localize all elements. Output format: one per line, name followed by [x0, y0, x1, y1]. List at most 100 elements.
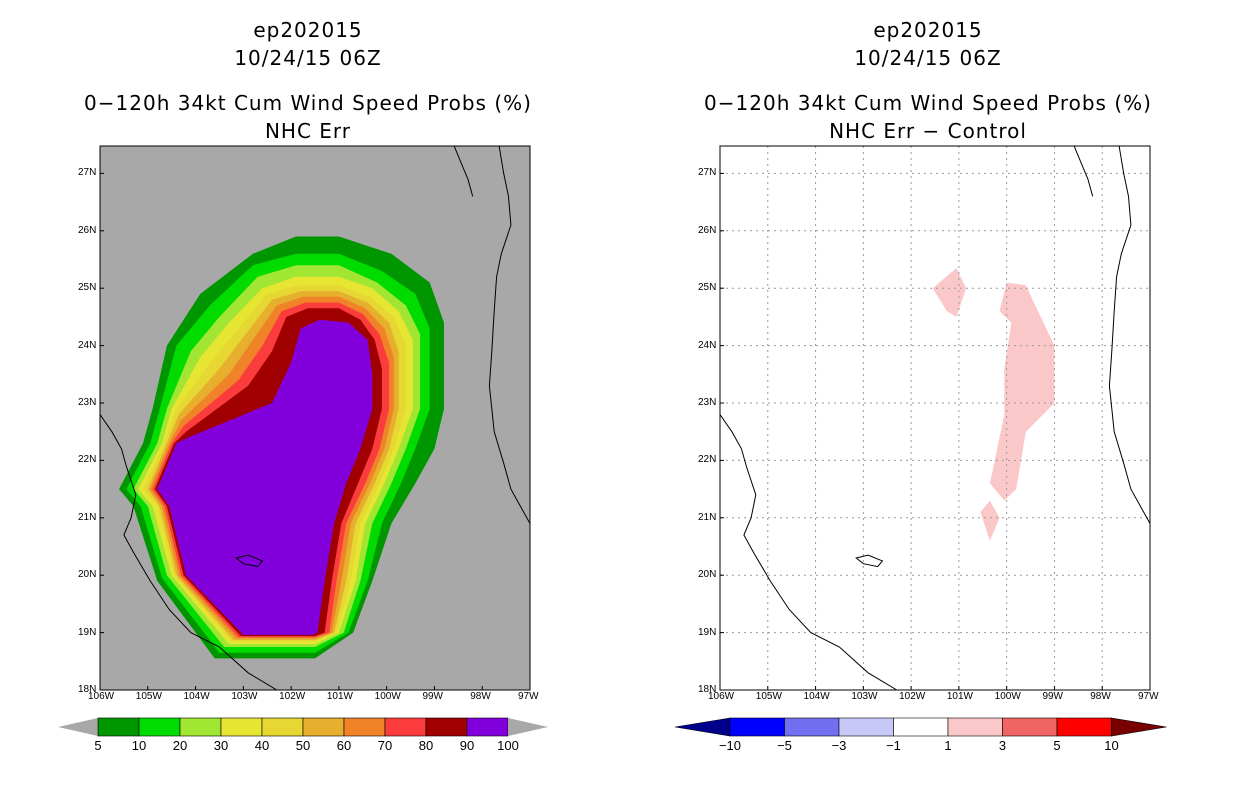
colorbar-label: 1	[944, 738, 952, 753]
right-map-background	[720, 146, 1150, 690]
lat-label: 19N	[698, 626, 717, 638]
lat-label: 19N	[78, 626, 97, 638]
right-map-panel	[719, 145, 1151, 691]
colorbar-label: 80	[418, 738, 434, 753]
diff-region-0	[932, 268, 967, 317]
colorbar-arrow-high	[1111, 717, 1167, 737]
coastline	[100, 414, 279, 690]
right-title-line3: 0−120h 34kt Cum Wind Speed Probs (%)	[704, 91, 1152, 115]
colorbar-swatch	[261, 717, 304, 737]
colorbar-arrow-low	[674, 717, 731, 737]
colorbar-swatch	[947, 717, 1003, 737]
lat-label: 20N	[78, 569, 97, 581]
colorbar-swatch	[838, 717, 894, 737]
colorbar-arrow-high	[508, 718, 548, 736]
colorbar-swatch	[220, 717, 263, 737]
coastline	[720, 414, 899, 690]
lat-label: 18N	[78, 684, 97, 695]
left-title-line1: ep202015	[253, 18, 363, 42]
lon-label: 99W	[422, 691, 443, 702]
left-colorbar	[58, 717, 548, 737]
colorbar-label: −5	[777, 738, 792, 753]
diff-region-1	[989, 282, 1055, 501]
lat-label: 26N	[698, 224, 717, 236]
left-map-panel	[99, 145, 531, 691]
colorbar-swatch	[784, 717, 840, 737]
lat-label: 27N	[698, 167, 717, 179]
colorbar-label: 60	[336, 738, 352, 753]
diff-region-2	[980, 500, 1000, 541]
lat-label: 18N	[698, 684, 717, 695]
lon-label: 99W	[1042, 691, 1063, 702]
colorbar-swatch	[425, 717, 468, 737]
colorbar-label: 90	[459, 738, 475, 753]
colorbar-swatch	[302, 717, 345, 737]
right-map-frame	[719, 145, 1151, 691]
lon-label: 101W	[326, 691, 353, 702]
colorbar-label: 10	[131, 738, 147, 753]
lat-label: 21N	[698, 511, 717, 523]
left-map-field	[100, 146, 530, 690]
lon-label: 100W	[374, 691, 401, 702]
lon-label: 103W	[851, 691, 878, 702]
lon-label: 104W	[803, 691, 830, 702]
right-colorbar	[674, 717, 1167, 737]
lon-label: 98W	[1090, 691, 1111, 702]
left-map-frame	[99, 145, 531, 691]
lat-label: 25N	[78, 282, 97, 294]
colorbar-label: −10	[718, 738, 742, 753]
lat-label: 20N	[698, 569, 717, 581]
colorbar-swatch	[97, 717, 140, 737]
lon-label: 98W	[470, 691, 491, 702]
colorbar-swatch	[729, 717, 785, 737]
lat-label: 21N	[78, 511, 97, 523]
colorbar-label: 30	[213, 738, 229, 753]
coastline	[1073, 146, 1094, 197]
right-map-field	[720, 146, 1150, 690]
lat-label: 27N	[78, 167, 97, 179]
lon-label: 101W	[946, 691, 973, 702]
lat-label: 22N	[78, 454, 97, 466]
colorbar-swatch	[179, 717, 222, 737]
lon-label: 105W	[755, 691, 782, 702]
lon-label: 102W	[899, 691, 926, 702]
lon-label: 97W	[1138, 691, 1159, 702]
lat-label: 23N	[698, 397, 717, 408]
lake-outline	[855, 554, 884, 568]
lon-label: 105W	[135, 691, 162, 702]
colorbar-swatch	[343, 717, 386, 737]
colorbar-label: 70	[377, 738, 393, 753]
lon-label: 106W	[708, 691, 735, 702]
colorbar-arrow-low	[58, 718, 98, 736]
lat-label: 25N	[698, 282, 717, 294]
colorbar-label: 5	[94, 738, 102, 753]
colorbar-label: 5	[1053, 738, 1061, 753]
lon-label: 102W	[279, 691, 306, 702]
colorbar-swatch	[1002, 717, 1058, 737]
coastline	[453, 146, 474, 197]
lat-label: 22N	[698, 454, 717, 466]
lon-label: 103W	[231, 691, 258, 702]
lon-label: 106W	[88, 691, 115, 702]
right-title-line4: NHC Err − Control	[829, 119, 1027, 143]
lake-outline	[235, 554, 264, 568]
colorbar-label: 3	[998, 738, 1007, 753]
colorbar-swatch	[138, 717, 181, 737]
left-title-line3: 0−120h 34kt Cum Wind Speed Probs (%)	[84, 91, 532, 115]
coastline	[1108, 146, 1150, 524]
colorbar-swatch	[466, 717, 509, 737]
lat-label: 23N	[78, 397, 97, 408]
lat-label: 24N	[78, 339, 97, 351]
colorbar-label: 10	[1104, 738, 1119, 753]
prob-contour-90	[157, 319, 373, 635]
coastline	[488, 146, 530, 524]
colorbar-swatch	[384, 717, 427, 737]
colorbar-label: 40	[254, 738, 270, 753]
colorbar-label: 20	[172, 738, 188, 753]
lon-label: 97W	[518, 691, 539, 702]
lon-label: 104W	[183, 691, 210, 702]
lat-label: 26N	[78, 224, 97, 236]
colorbar-label: 50	[295, 738, 311, 753]
right-title-line2: 10/24/15 06Z	[854, 46, 1002, 70]
